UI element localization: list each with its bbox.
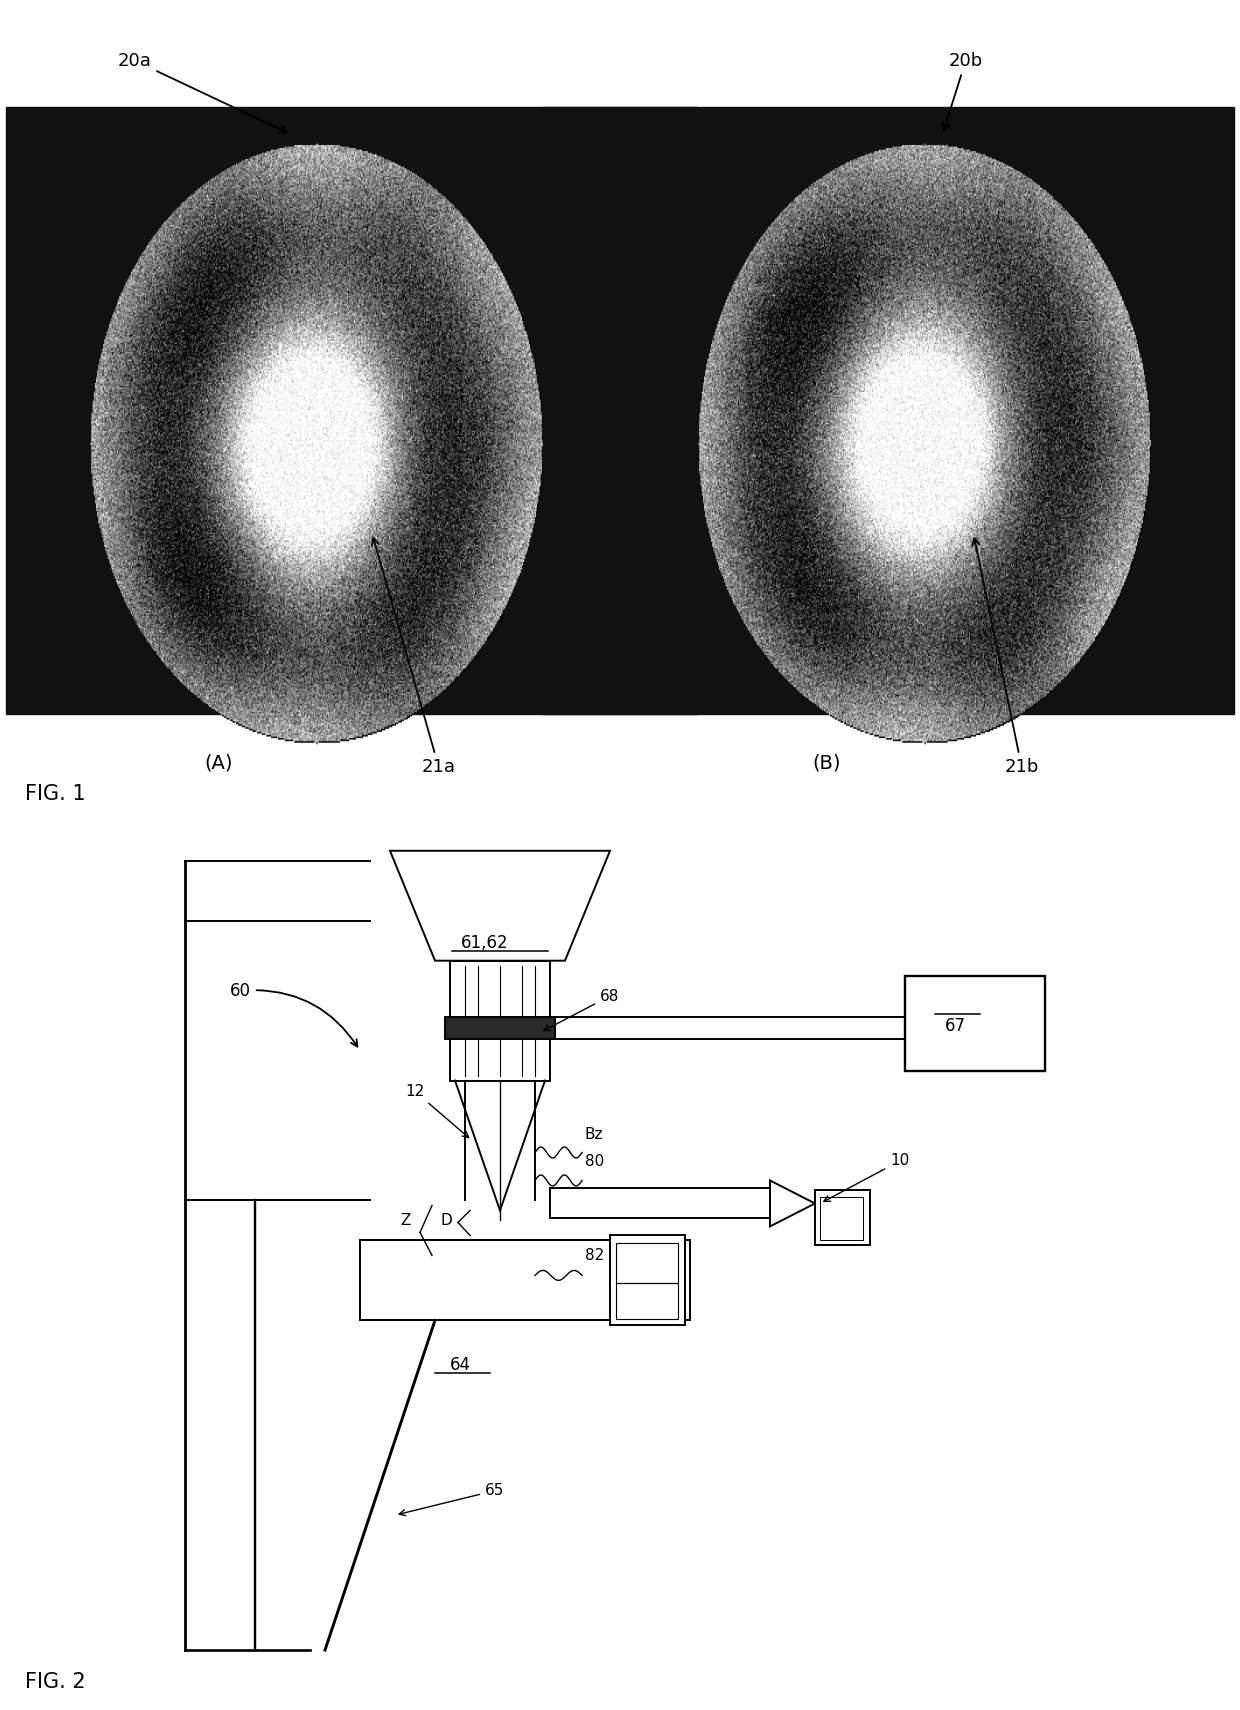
Text: 60: 60 — [229, 982, 357, 1047]
Text: FIG. 1: FIG. 1 — [25, 785, 86, 804]
Bar — [815, 1190, 870, 1245]
Bar — [445, 1017, 556, 1038]
Text: (B): (B) — [812, 754, 841, 773]
Polygon shape — [391, 852, 610, 961]
Bar — [6, 106, 1234, 715]
Text: 68: 68 — [544, 988, 619, 1031]
Bar — [450, 961, 551, 1081]
Text: 12: 12 — [405, 1084, 469, 1137]
Bar — [905, 976, 1045, 1070]
Text: 64: 64 — [449, 1356, 470, 1375]
Text: Bz: Bz — [585, 1127, 604, 1142]
Bar — [610, 1235, 684, 1325]
Polygon shape — [551, 1188, 770, 1219]
Bar — [616, 1243, 678, 1320]
Text: 61,62: 61,62 — [461, 934, 508, 952]
Text: 65: 65 — [399, 1483, 505, 1515]
Text: D: D — [440, 1214, 451, 1228]
Text: Z: Z — [401, 1214, 410, 1228]
Bar — [360, 1240, 689, 1320]
Bar — [820, 1197, 863, 1240]
Text: 82: 82 — [585, 1248, 604, 1264]
Text: 21a: 21a — [372, 539, 455, 776]
Text: 80: 80 — [585, 1154, 604, 1170]
Bar — [543, 106, 697, 715]
Text: 67: 67 — [945, 1017, 966, 1035]
Text: 20a: 20a — [118, 51, 286, 133]
Text: 10: 10 — [823, 1154, 909, 1202]
Text: FIG. 2: FIG. 2 — [25, 1672, 86, 1693]
Text: (A): (A) — [205, 754, 233, 773]
Polygon shape — [770, 1180, 815, 1226]
Text: 20b: 20b — [942, 51, 983, 130]
Text: 21b: 21b — [972, 539, 1039, 776]
